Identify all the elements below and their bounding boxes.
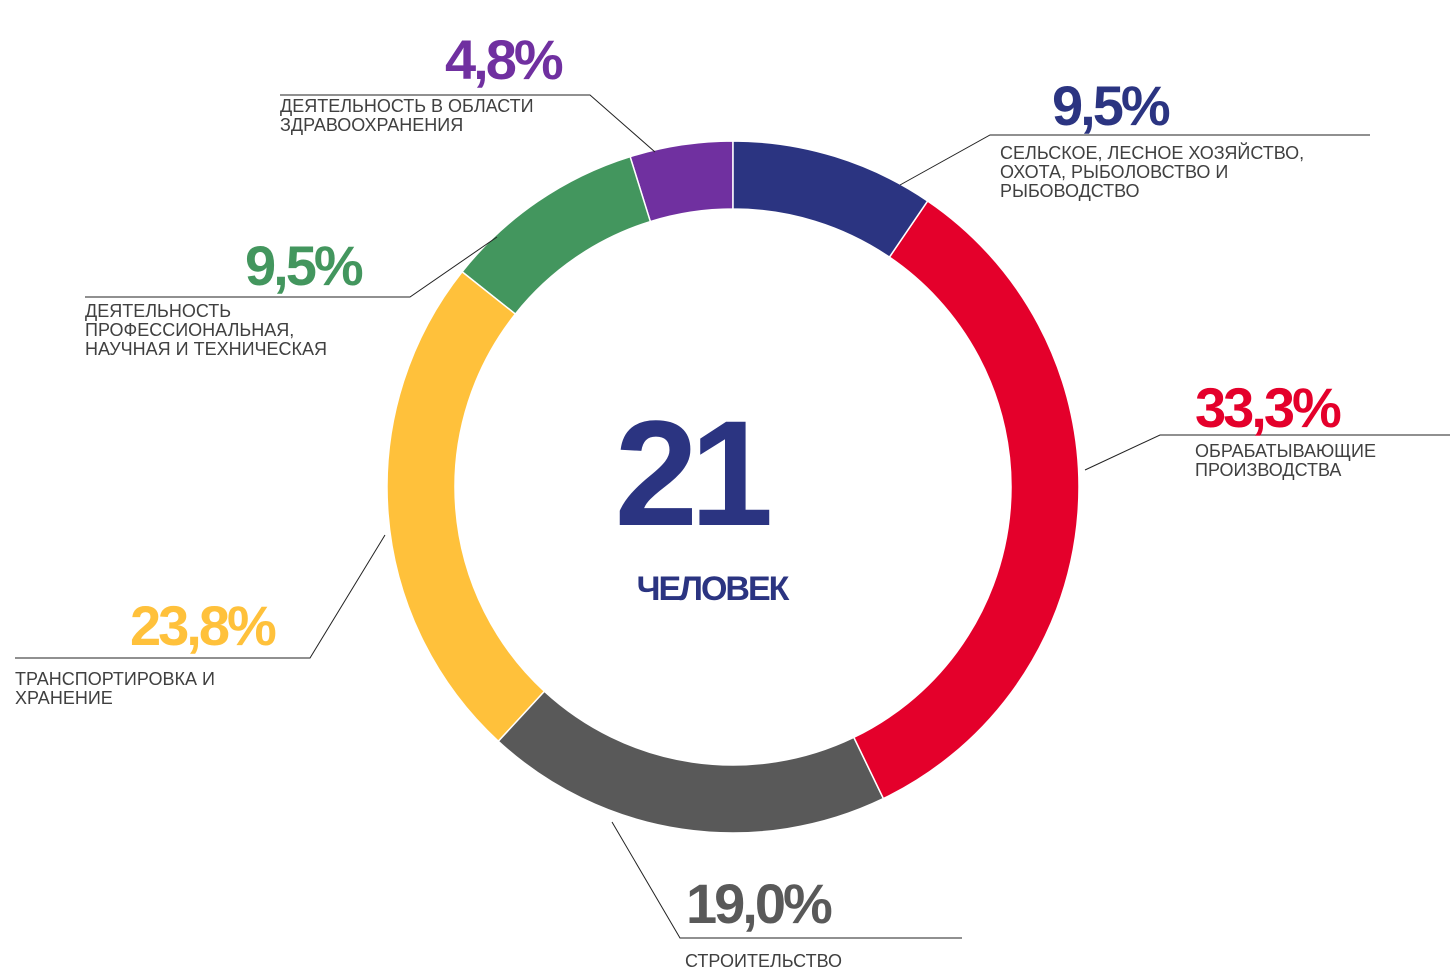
category-label: ОБРАБАТЫВАЮЩИЕ ПРОИЗВОДСТВА bbox=[1195, 441, 1376, 480]
category-label: ТРАНСПОРТИРОВКА И ХРАНЕНИЕ bbox=[15, 669, 215, 708]
value-label: 4,8% bbox=[445, 28, 564, 91]
donut-segment bbox=[386, 270, 546, 743]
category-label: ДЕЯТЕЛЬНОСТЬ В ОБЛАСТИ ЗДРАВООХРАНЕНИЯ bbox=[280, 96, 534, 135]
leader-line bbox=[280, 94, 656, 153]
category-label: ДЕЯТЕЛЬНОСТЬ ПРОФЕССИОНАЛЬНАЯ, НАУЧНАЯ И… bbox=[85, 301, 328, 359]
leader-line bbox=[85, 236, 498, 298]
total-value: 21 bbox=[615, 389, 770, 557]
leader-line bbox=[15, 534, 386, 659]
value-label: 23,8% bbox=[130, 594, 277, 657]
value-label: 9,5% bbox=[1052, 74, 1171, 137]
category-label: СТРОИТЕЛЬСТВО bbox=[685, 951, 842, 971]
value-label: 19,0% bbox=[686, 872, 833, 935]
value-label: 9,5% bbox=[245, 234, 364, 297]
donut-segment bbox=[732, 140, 929, 259]
leader-line bbox=[899, 134, 1370, 186]
category-label: СЕЛЬСКОЕ, ЛЕСНОЕ ХОЗЯЙСТВО, ОХОТА, РЫБОЛ… bbox=[1000, 143, 1305, 201]
total-label: ЧЕЛОВЕК bbox=[637, 570, 790, 608]
value-label: 33,3% bbox=[1195, 376, 1342, 439]
leader-line bbox=[1084, 434, 1450, 471]
leader-line bbox=[611, 821, 962, 939]
donut-segment bbox=[852, 199, 1080, 800]
donut-segment bbox=[497, 690, 885, 834]
donut-segment bbox=[461, 155, 652, 316]
